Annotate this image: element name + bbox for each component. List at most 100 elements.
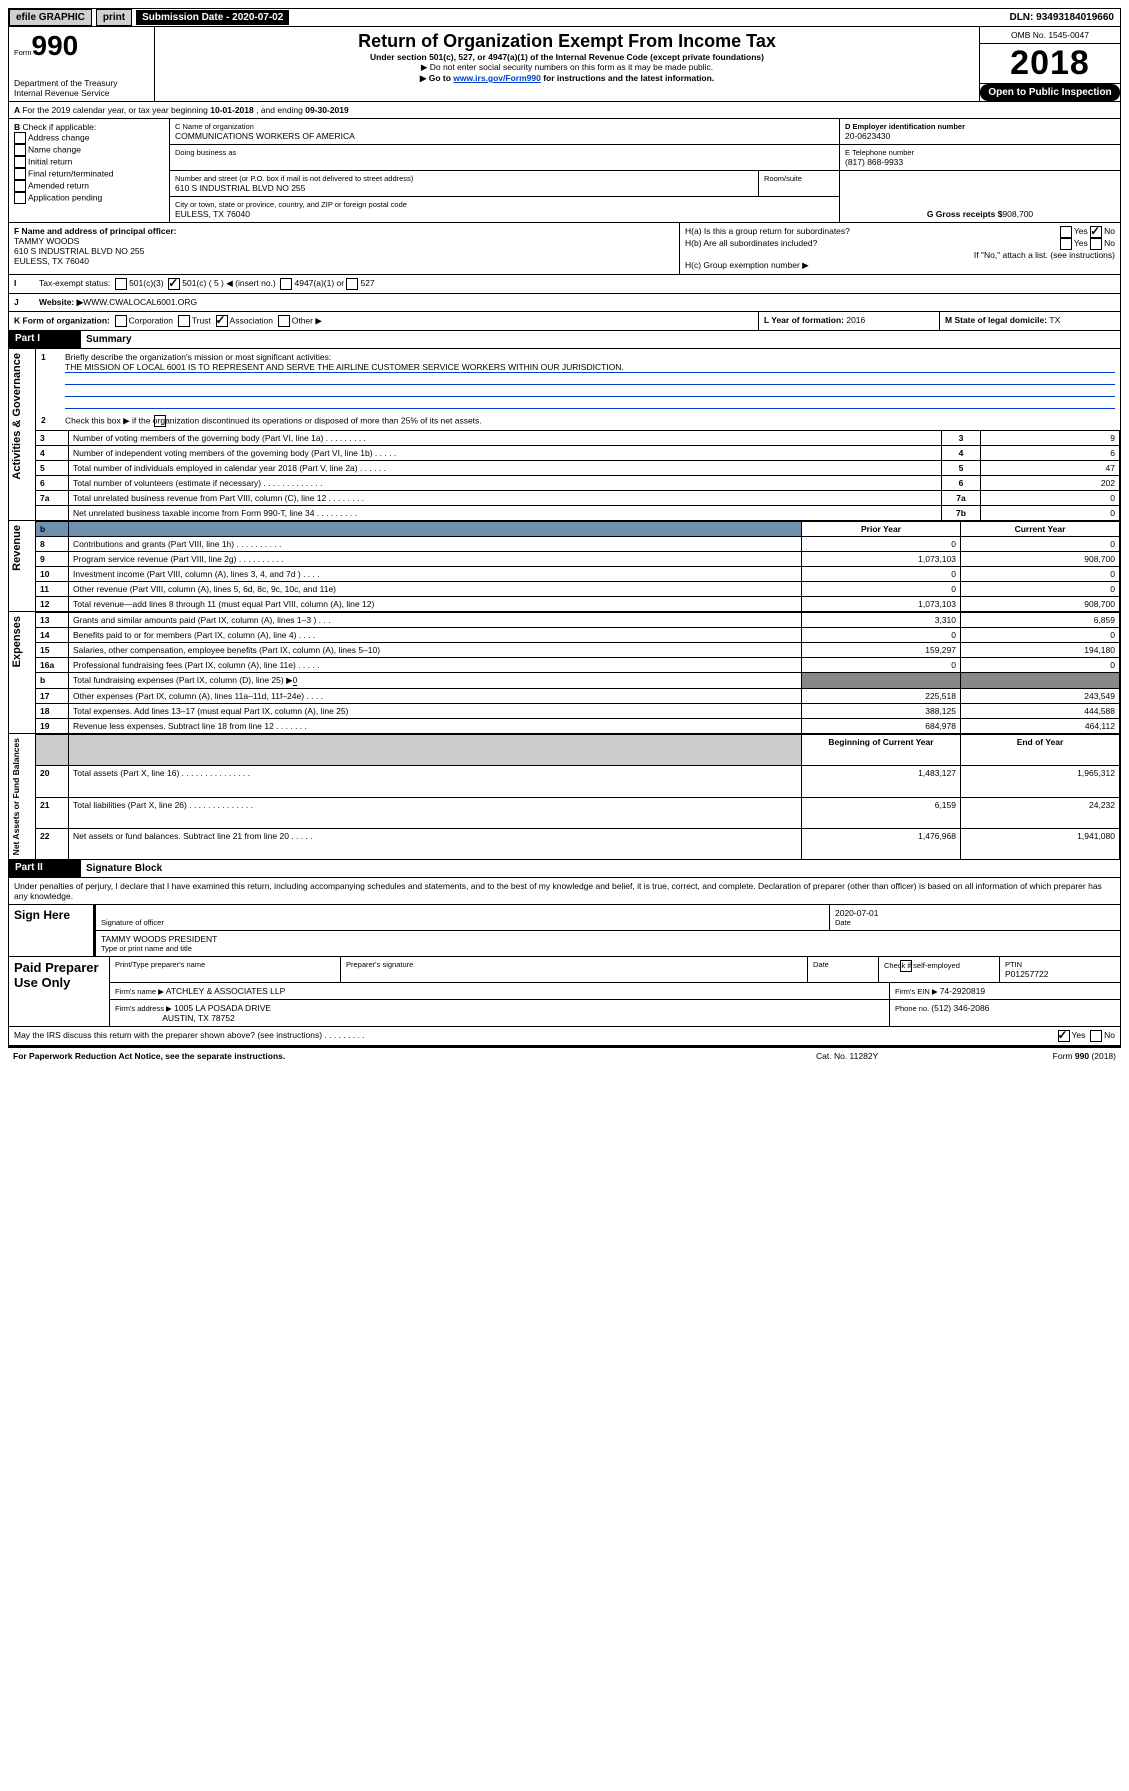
box-C: C Name of organization COMMUNICATIONS WO… — [170, 119, 840, 222]
l2: Check this box ▶ if the organization dis… — [65, 415, 1115, 427]
firm-name: ATCHLEY & ASSOCIATES LLP — [166, 986, 286, 996]
paid-preparer-block: Paid Preparer Use Only Print/Type prepar… — [8, 957, 1121, 1027]
part2-hdr: Part II Signature Block — [8, 860, 1121, 878]
dln: DLN: 93493184019660 — [1003, 10, 1120, 25]
p1-table: 3Number of voting members of the governi… — [36, 430, 1120, 520]
revenue-block: Revenue bPrior YearCurrent Year 8Contrib… — [8, 521, 1121, 612]
cb-self-emp[interactable] — [900, 960, 912, 972]
hb-no[interactable] — [1090, 238, 1102, 250]
officer-addr2: EULESS, TX 76040 — [14, 256, 674, 266]
discuss-row: May the IRS discuss this return with the… — [8, 1027, 1121, 1046]
officer-addr1: 610 S INDUSTRIAL BLVD NO 255 — [14, 246, 674, 256]
line-KLM: K Form of organization: Corporation Trus… — [8, 312, 1121, 331]
cb-pending[interactable] — [14, 192, 26, 204]
part1-body: Activities & Governance 1 Briefly descri… — [8, 349, 1121, 521]
i-501c3[interactable] — [115, 278, 127, 290]
c-name-lbl: C Name of organization — [175, 122, 834, 131]
ptin: P01257722 — [1005, 969, 1115, 979]
section-FH: F Name and address of principal officer:… — [8, 223, 1121, 275]
discuss-yes[interactable] — [1058, 1030, 1070, 1042]
efile-btn[interactable]: efile GRAPHIC — [9, 9, 92, 26]
box-DEG: D Employer identification number 20-0623… — [840, 119, 1120, 222]
vlabel-ag: Activities & Governance — [9, 349, 25, 484]
cb-final[interactable] — [14, 168, 26, 180]
hb-note: If "No," attach a list. (see instruction… — [685, 250, 1115, 260]
form-word: Form990 — [14, 30, 149, 62]
l2-cb[interactable] — [154, 415, 166, 427]
cb-amended[interactable] — [14, 180, 26, 192]
officer-name: TAMMY WOODS — [14, 236, 674, 246]
sig-date: 2020-07-01 — [835, 908, 1115, 918]
vlabel-na: Net Assets or Fund Balances — [9, 734, 23, 859]
f-lbl: F Name and address of principal officer: — [14, 226, 674, 236]
vlabel-exp: Expenses — [9, 612, 25, 671]
cb-address[interactable] — [14, 132, 26, 144]
firm-ein: 74-2920819 — [940, 986, 985, 996]
dept: Department of the Treasury Internal Reve… — [14, 78, 149, 98]
dba-lbl: Doing business as — [175, 148, 834, 157]
efile-label: efile GRAPHIC — [16, 12, 85, 23]
ha-no[interactable] — [1090, 226, 1102, 238]
k-assoc[interactable] — [216, 315, 228, 327]
print-btn[interactable]: print — [96, 9, 132, 26]
ha-yes[interactable] — [1060, 226, 1072, 238]
l1: Briefly describe the organization's miss… — [65, 352, 1115, 362]
form990-link[interactable]: www.irs.gov/Form990 — [453, 73, 541, 83]
hb-yes[interactable] — [1060, 238, 1072, 250]
perjury: Under penalties of perjury, I declare th… — [8, 878, 1121, 905]
phone: (817) 868-9933 — [845, 157, 1115, 167]
subtitle: Under section 501(c), 527, or 4947(a)(1)… — [163, 52, 971, 62]
org-name: COMMUNICATIONS WORKERS OF AMERICA — [175, 131, 834, 141]
gross-receipts: 908,700 — [1002, 209, 1033, 219]
addr-lbl: Number and street (or P.O. box if mail i… — [175, 174, 753, 183]
i-501c[interactable] — [168, 278, 180, 290]
topbar: efile GRAPHIC print Submission Date - 20… — [8, 8, 1121, 27]
sign-here: Sign Here — [9, 905, 89, 956]
k-other[interactable] — [278, 315, 290, 327]
g-lbl: G Gross receipts $ — [927, 209, 1003, 219]
mission: THE MISSION OF LOCAL 6001 IS TO REPRESEN… — [65, 362, 1115, 373]
firm-phone: (512) 346-2086 — [931, 1003, 989, 1013]
ha: H(a) Is this a group return for subordin… — [685, 226, 1060, 238]
city-lbl: City or town, state or province, country… — [175, 200, 834, 209]
firm-addr2: AUSTIN, TX 78752 — [162, 1013, 235, 1023]
line-A: A For the 2019 calendar year, or tax yea… — [8, 102, 1121, 119]
domicile: TX — [1049, 315, 1060, 325]
k-corp[interactable] — [115, 315, 127, 327]
year-formed: 2016 — [846, 315, 865, 325]
header: Form990 Department of the Treasury Inter… — [8, 27, 1121, 102]
ein: 20-0623430 — [845, 131, 1115, 141]
print-label: print — [103, 12, 125, 23]
omb: OMB No. 1545-0047 — [980, 27, 1120, 44]
line-J: J Website: ▶ WWW.CWALOCAL6001.ORG — [8, 294, 1121, 312]
form-number: 990 — [32, 30, 79, 61]
i-527[interactable] — [346, 278, 358, 290]
i-4947[interactable] — [280, 278, 292, 290]
note-goto: ▶ Go to www.irs.gov/Form990 for instruct… — [163, 73, 971, 84]
room-lbl: Room/suite — [764, 174, 834, 183]
section-BCDEG: B Check if applicable: Address change Na… — [8, 119, 1121, 223]
firm-addr1: 1005 LA POSADA DRIVE — [174, 1003, 271, 1013]
tax-year: 2018 — [1010, 44, 1090, 82]
box-B: B Check if applicable: Address change Na… — [9, 119, 170, 222]
submission-date: Submission Date - 2020-07-02 — [136, 10, 289, 25]
hc: H(c) Group exemption number ▶ — [685, 260, 1115, 271]
open-inspection: Open to Public Inspection — [980, 84, 1120, 101]
part1-hdr: Part I Summary — [8, 331, 1121, 349]
sign-here-block: Sign Here Signature of officer 2020-07-0… — [8, 905, 1121, 957]
officer-print: TAMMY WOODS PRESIDENT — [101, 934, 1115, 944]
website: WWW.CWALOCAL6001.ORG — [83, 297, 197, 308]
d-lbl: D Employer identification number — [845, 122, 1115, 131]
expenses-block: Expenses 13Grants and similar amounts pa… — [8, 612, 1121, 734]
k-trust[interactable] — [178, 315, 190, 327]
paid-preparer: Paid Preparer Use Only — [9, 957, 109, 1026]
netassets-block: Net Assets or Fund Balances Beginning of… — [8, 734, 1121, 860]
line-I: I Tax-exempt status: 501(c)(3) 501(c) ( … — [8, 275, 1121, 294]
city: EULESS, TX 76040 — [175, 209, 834, 219]
street: 610 S INDUSTRIAL BLVD NO 255 — [175, 183, 753, 193]
hb: H(b) Are all subordinates included? — [685, 238, 1060, 250]
cb-name[interactable] — [14, 144, 26, 156]
note-ssn: ▶ Do not enter social security numbers o… — [163, 62, 971, 73]
discuss-no[interactable] — [1090, 1030, 1102, 1042]
cb-initial[interactable] — [14, 156, 26, 168]
